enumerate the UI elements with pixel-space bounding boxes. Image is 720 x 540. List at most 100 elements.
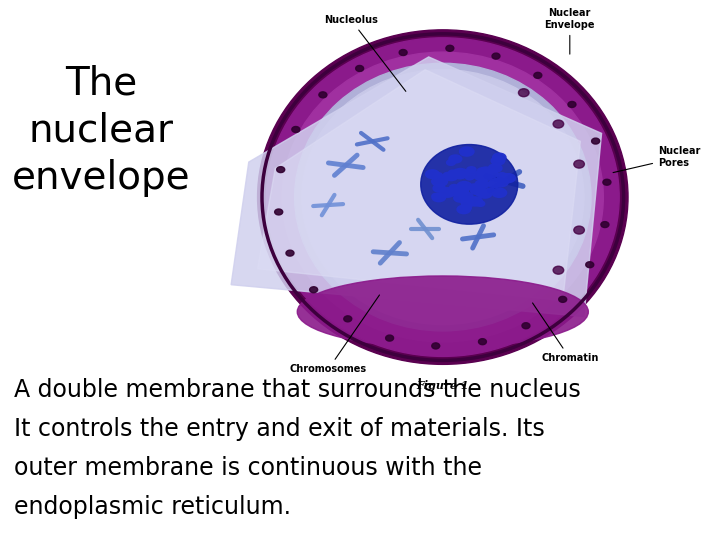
Text: Chromatin: Chromatin [533,303,598,363]
Ellipse shape [553,266,564,274]
Ellipse shape [292,126,300,132]
Polygon shape [231,57,602,316]
Ellipse shape [426,170,439,179]
Ellipse shape [474,171,489,180]
Ellipse shape [446,45,454,51]
Ellipse shape [460,192,473,200]
Ellipse shape [574,226,585,234]
Text: A double membrane that surrounds the nucleus: A double membrane that surrounds the nuc… [14,378,581,402]
Ellipse shape [434,173,442,178]
Ellipse shape [468,197,482,206]
Text: The
nuclear
envelope: The nuclear envelope [12,65,190,197]
Ellipse shape [444,172,458,181]
Ellipse shape [480,167,492,175]
Ellipse shape [553,120,564,128]
Ellipse shape [494,178,508,187]
Ellipse shape [462,200,474,207]
Ellipse shape [454,171,466,179]
Ellipse shape [386,335,394,341]
Ellipse shape [603,179,611,185]
Ellipse shape [453,187,466,195]
Ellipse shape [286,250,294,256]
Ellipse shape [440,188,455,197]
Ellipse shape [497,173,507,179]
Ellipse shape [488,164,502,172]
Ellipse shape [457,187,469,194]
Ellipse shape [479,339,487,345]
Ellipse shape [459,147,474,156]
Ellipse shape [465,174,474,180]
Ellipse shape [477,189,492,198]
Ellipse shape [467,167,476,172]
Ellipse shape [534,72,542,78]
Text: Nuclear
Envelope: Nuclear Envelope [544,8,595,54]
Ellipse shape [490,178,504,187]
Ellipse shape [433,184,446,192]
Ellipse shape [356,65,364,71]
Text: Figure 1: Figure 1 [416,380,469,392]
Ellipse shape [276,167,284,173]
Ellipse shape [457,205,470,214]
Ellipse shape [399,50,407,56]
Ellipse shape [492,153,506,161]
Ellipse shape [310,287,318,293]
Ellipse shape [574,160,585,168]
Ellipse shape [477,168,488,174]
Ellipse shape [294,63,591,331]
Ellipse shape [522,323,530,329]
Ellipse shape [477,171,492,180]
Ellipse shape [456,184,469,192]
Ellipse shape [266,38,619,356]
Polygon shape [258,70,580,301]
Text: Nucleolus: Nucleolus [324,15,406,91]
Ellipse shape [282,52,603,342]
Ellipse shape [258,30,628,364]
Ellipse shape [469,184,479,190]
Ellipse shape [586,262,594,268]
Ellipse shape [477,181,489,188]
Ellipse shape [343,316,352,322]
Ellipse shape [274,209,283,215]
Ellipse shape [518,89,529,97]
Ellipse shape [467,170,474,175]
Ellipse shape [592,138,600,144]
Ellipse shape [492,53,500,59]
Ellipse shape [432,193,446,201]
Ellipse shape [476,201,485,206]
Ellipse shape [454,194,467,202]
Ellipse shape [449,190,459,195]
Ellipse shape [492,188,507,198]
Ellipse shape [302,70,584,325]
Ellipse shape [475,189,487,197]
Ellipse shape [449,185,459,190]
Ellipse shape [449,170,457,176]
Ellipse shape [559,296,567,302]
Text: It controls the entry and exit of materials. Its: It controls the entry and exit of materi… [14,417,545,441]
Ellipse shape [457,181,472,191]
Ellipse shape [568,102,576,107]
Ellipse shape [420,145,518,224]
Ellipse shape [449,155,462,163]
Ellipse shape [470,186,484,194]
Ellipse shape [432,177,448,186]
Ellipse shape [446,160,455,165]
Text: outer membrane is continuous with the: outer membrane is continuous with the [14,456,482,480]
Text: Chromosomes: Chromosomes [289,295,379,374]
Ellipse shape [484,169,498,178]
Ellipse shape [475,180,489,188]
Ellipse shape [452,168,468,178]
Ellipse shape [297,276,588,348]
Ellipse shape [501,174,516,183]
Ellipse shape [443,172,454,179]
Ellipse shape [319,92,327,98]
Text: Nuclear
Pores: Nuclear Pores [613,146,701,173]
Ellipse shape [462,196,470,202]
Text: endoplasmic reticulum.: endoplasmic reticulum. [14,495,292,518]
Ellipse shape [463,205,472,211]
Ellipse shape [432,343,440,349]
Ellipse shape [601,221,609,227]
Ellipse shape [491,157,505,165]
Ellipse shape [488,180,500,187]
Ellipse shape [487,188,495,193]
Ellipse shape [432,193,441,199]
